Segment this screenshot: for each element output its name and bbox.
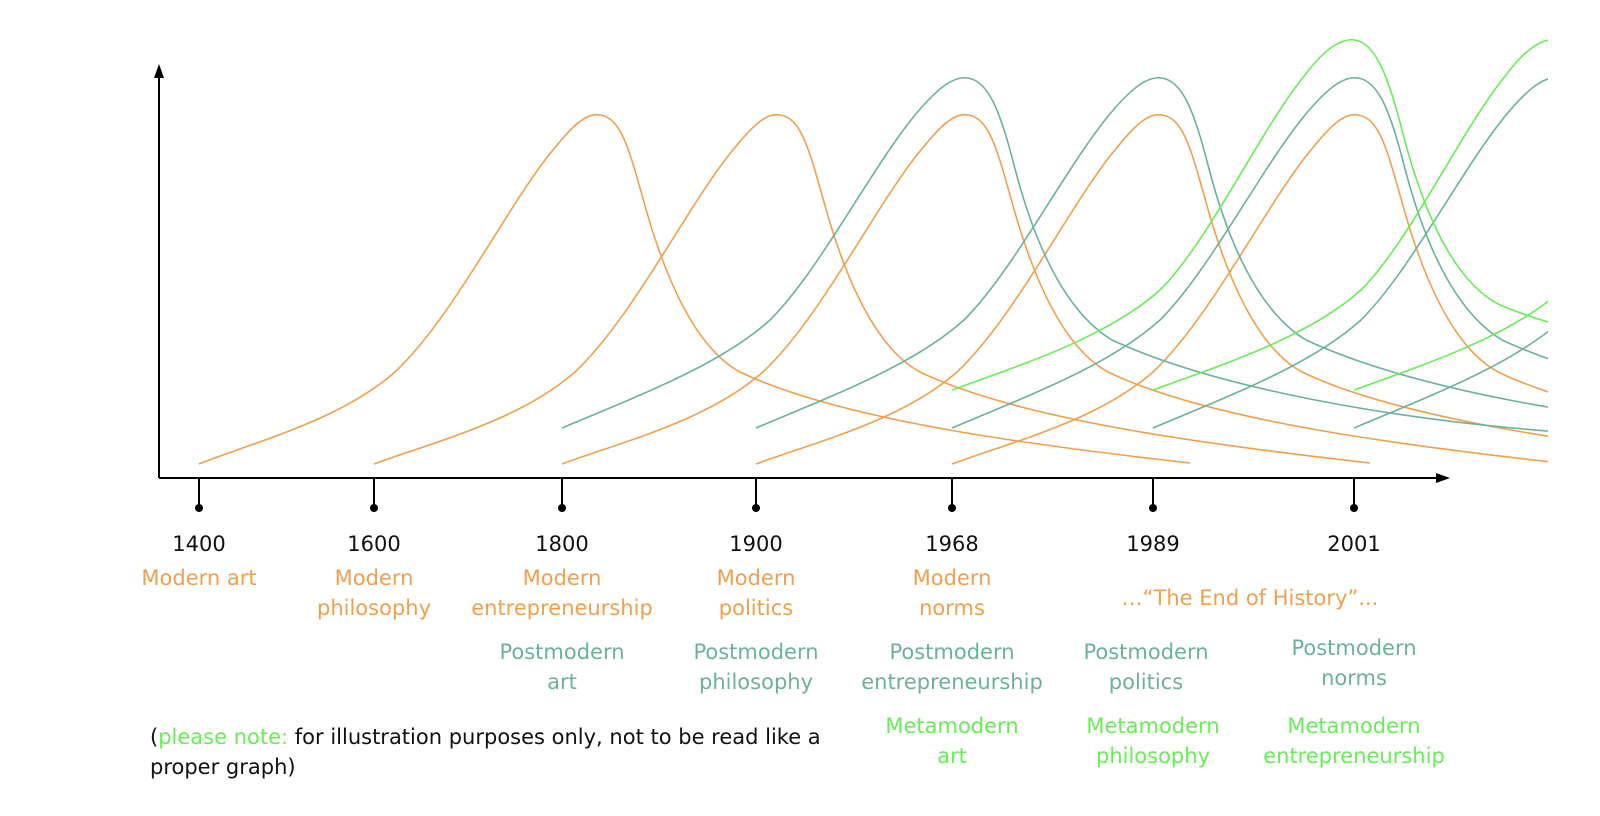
postmodern-politics-curve	[1152, 78, 1548, 429]
tick-1600	[370, 478, 378, 512]
label-modern-norms: Modern norms	[912, 566, 992, 620]
label-modern-art: Modern art	[141, 566, 257, 590]
footnote-highlight: please note:	[158, 725, 289, 749]
modern-philosophy-curve	[373, 113, 1371, 465]
tick-1800	[558, 478, 566, 512]
label-metamodern-philosophy: Metamodern philosophy	[1086, 714, 1220, 768]
modern-norms-curve	[951, 113, 1548, 465]
year-label-1968: 1968	[925, 532, 979, 556]
modern-art-curve	[198, 113, 1191, 465]
postmodern-art-curve	[561, 76, 1548, 432]
postmodern-norms-curve	[1353, 330, 1548, 429]
label-modern-entrepreneurship: Modern entrepreneurship	[471, 566, 653, 620]
year-label-1600: 1600	[347, 532, 401, 556]
label-metamodern-art: Metamodern art	[885, 714, 1019, 768]
metamodern-philosophy-curve	[1152, 39, 1548, 391]
label-postmodern-entrepreneurship: Postmodern entrepreneurship	[861, 640, 1043, 694]
postmodern-philosophy-curve	[755, 76, 1548, 429]
tick-1900	[752, 478, 760, 512]
footnote: (please note: for illustration purposes …	[150, 725, 821, 779]
year-ticks	[195, 478, 1358, 512]
modern-entrepreneurship-curve	[561, 113, 1548, 465]
label-postmodern-art: Postmodern art	[499, 640, 625, 694]
metamodern-entrepreneurship-curve	[1353, 300, 1548, 391]
year-label-2001: 2001	[1327, 532, 1381, 556]
label-postmodern-norms: Postmodern norms	[1291, 636, 1417, 690]
label-modern-philosophy: Modern philosophy	[316, 566, 432, 620]
modern-politics-curve	[755, 113, 1548, 465]
label-metamodern-entrepreneurship: Metamodern entrepreneurship	[1263, 714, 1445, 768]
year-label-1400: 1400	[172, 532, 226, 556]
tick-1989	[1149, 478, 1157, 512]
label-modern-politics: Modern politics	[716, 566, 796, 620]
tick-1968	[948, 478, 956, 512]
label-postmodern-philosophy: Postmodern philosophy	[693, 640, 819, 694]
metamodern-art-curve	[951, 38, 1548, 391]
year-label-1800: 1800	[535, 532, 589, 556]
tick-1400	[195, 478, 203, 512]
axes	[154, 64, 1450, 483]
year-label-1989: 1989	[1126, 532, 1180, 556]
x-axis-arrow	[1436, 473, 1450, 483]
label-end-of-history: …“The End of History”...	[1121, 586, 1379, 610]
year-label-1900: 1900	[729, 532, 783, 556]
label-postmodern-politics: Postmodern politics	[1083, 640, 1209, 694]
y-axis-arrow	[154, 64, 164, 78]
postmodern-entrepreneurship-curve	[951, 76, 1548, 429]
tick-2001	[1350, 478, 1358, 512]
